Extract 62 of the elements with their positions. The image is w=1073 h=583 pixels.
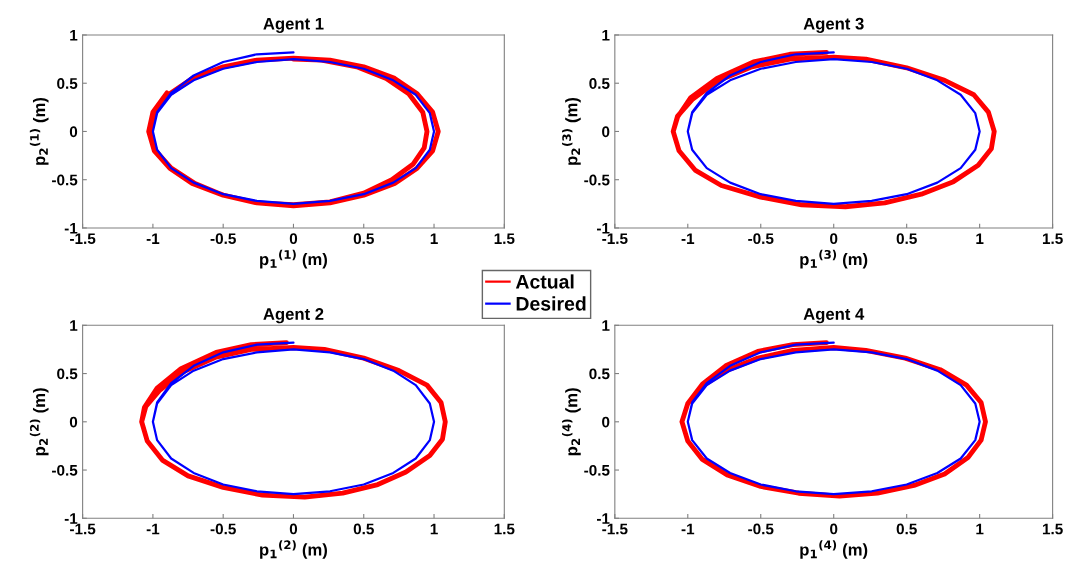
chart-title: Agent 3 xyxy=(803,17,864,33)
y-tick-label: -0.5 xyxy=(584,174,610,186)
y-tick-label: -1 xyxy=(596,222,610,234)
x-tick-label: 1.5 xyxy=(494,523,515,535)
x-tick-label: -0.5 xyxy=(210,523,236,535)
y-axis-title: p$_{2}$$^{(1)}$ (m) xyxy=(29,97,49,165)
chart-title: Agent 1 xyxy=(263,17,324,33)
y-tick-label: 1 xyxy=(602,30,610,41)
x-tick-label: 0.5 xyxy=(353,523,374,535)
y-tick-label: 0.5 xyxy=(589,368,610,380)
y-tick-label: 0.5 xyxy=(57,78,78,89)
y-tick-label: 0 xyxy=(69,126,78,138)
x-axis-title: p$_{1}$$^{(2)}$ (m) xyxy=(260,540,327,559)
x-tick-label: 0.5 xyxy=(353,233,374,245)
y-tick-label: -0.5 xyxy=(52,464,78,476)
x-tick-label: 1.5 xyxy=(494,233,515,245)
chart-title: Agent 4 xyxy=(803,308,865,324)
chart-title: Agent 2 xyxy=(263,308,324,324)
x-tick-label: -0.5 xyxy=(210,233,236,245)
legend-label: Actual xyxy=(515,274,574,289)
x-tick-label: 1 xyxy=(430,523,438,535)
y-tick-label: 0 xyxy=(602,416,610,428)
x-tick-label: 1.5 xyxy=(1042,523,1063,535)
x-tick-label: 0.5 xyxy=(896,233,917,245)
x-tick-label: 1 xyxy=(976,233,984,244)
x-tick-label: -1 xyxy=(146,523,160,535)
legend-label: Desired xyxy=(516,296,586,311)
x-tick-label: -1.5 xyxy=(70,523,96,535)
x-tick-label: 1 xyxy=(976,523,984,535)
x-tick-label: 0.5 xyxy=(896,523,917,535)
x-tick-label: -1.5 xyxy=(602,233,628,245)
y-tick-label: 0 xyxy=(69,416,78,428)
x-tick-label: 0 xyxy=(830,233,838,245)
x-tick-label: -0.5 xyxy=(748,523,774,535)
y-tick-label: 0.5 xyxy=(57,368,78,380)
x-tick-label: 0 xyxy=(830,523,838,535)
x-tick-label: -1.5 xyxy=(70,233,96,245)
y-tick-label: -0.5 xyxy=(584,464,610,476)
y-tick-label: 1 xyxy=(70,320,78,331)
y-tick-label: 0.5 xyxy=(589,78,610,89)
x-tick-label: -1 xyxy=(146,233,160,244)
y-tick-label: 1 xyxy=(70,30,78,41)
x-axis-title: p$_{1}$$^{(4)}$ (m) xyxy=(800,540,868,559)
y-tick-label: -1 xyxy=(64,222,78,234)
y-tick-label: -0.5 xyxy=(52,174,78,186)
x-tick-label: 1.5 xyxy=(1042,233,1063,245)
x-axis-title: p$_{1}$$^{(3)}$ (m) xyxy=(800,249,868,269)
x-tick-label: -0.5 xyxy=(748,233,774,245)
x-tick-label: -1 xyxy=(681,523,695,535)
x-tick-label: 0 xyxy=(289,233,298,245)
y-tick-label: 1 xyxy=(602,320,610,331)
y-tick-label: -1 xyxy=(596,513,610,524)
y-axis-title: p$_{2}$$^{(4)}$ (m) xyxy=(562,388,581,456)
y-axis-title: p$_{2}$$^{(3)}$ (m) xyxy=(562,97,581,165)
x-axis-title: p$_{1}$$^{(1)}$ (m) xyxy=(260,249,327,269)
x-tick-label: -1 xyxy=(681,233,695,244)
x-tick-label: -1.5 xyxy=(602,523,628,535)
y-tick-label: -1 xyxy=(64,513,78,524)
y-tick-label: 0 xyxy=(602,126,610,138)
y-axis-title: p$_{2}$$^{(2)}$ (m) xyxy=(29,388,49,456)
x-tick-label: 0 xyxy=(289,523,298,535)
x-tick-label: 1 xyxy=(430,233,438,244)
